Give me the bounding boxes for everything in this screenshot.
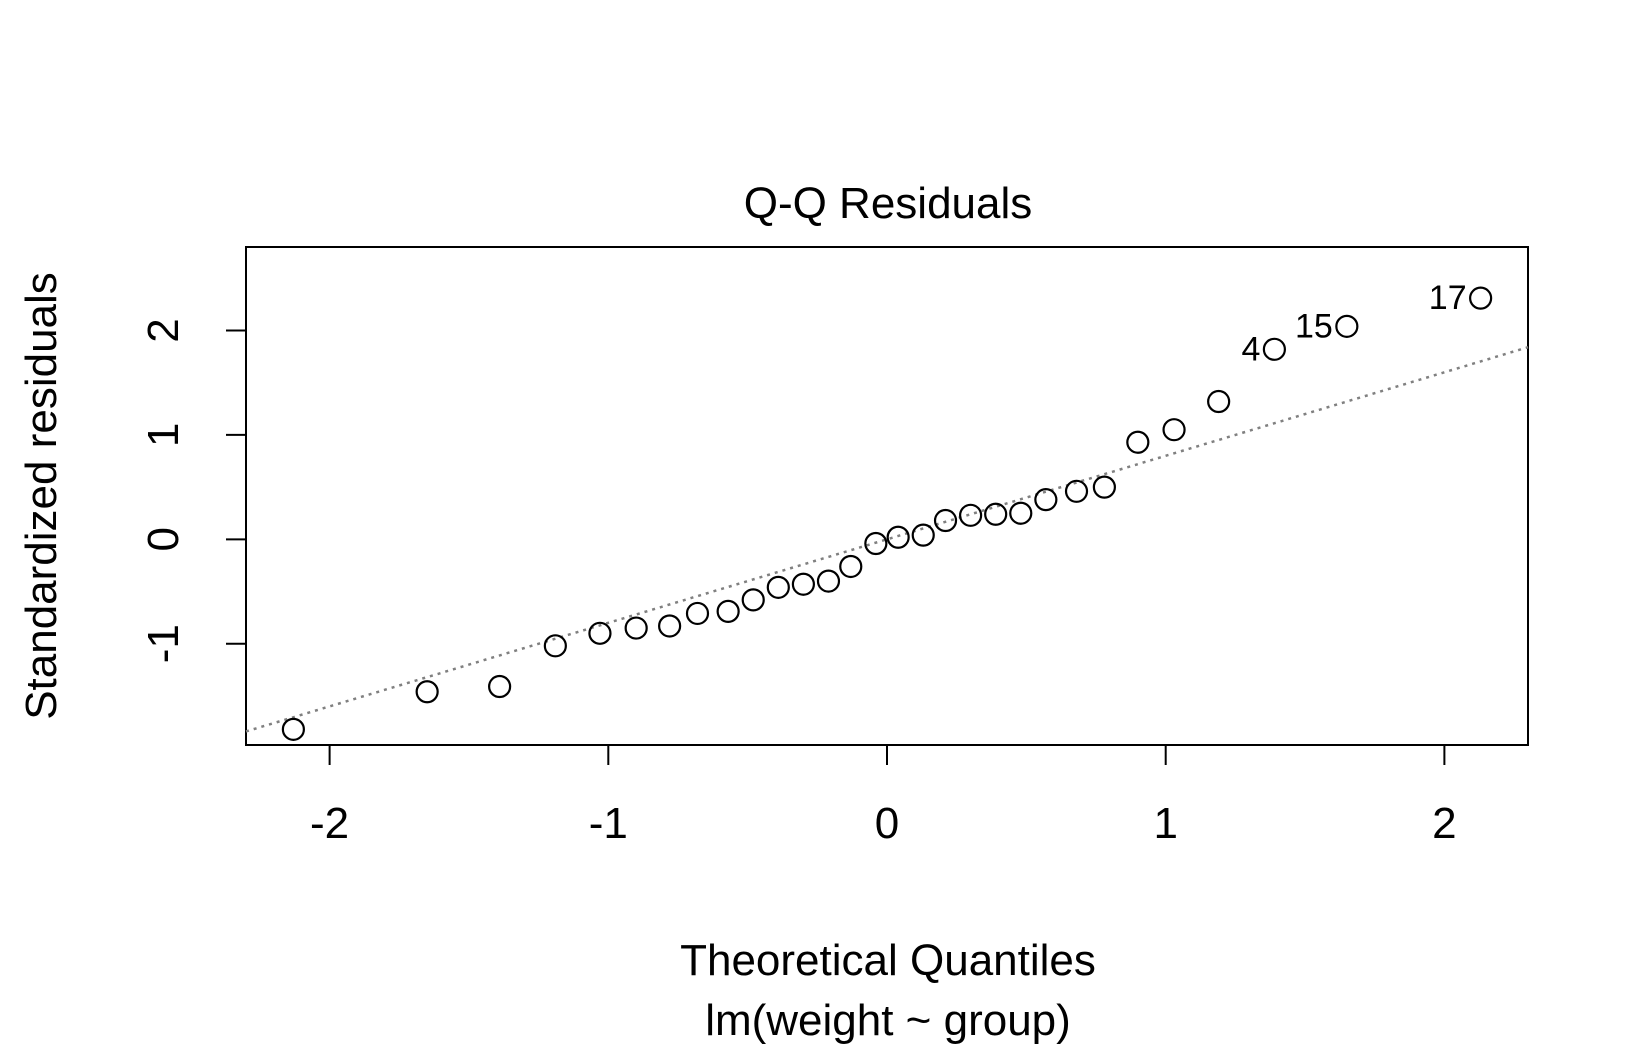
data-point — [685, 601, 710, 626]
chart-title: Q-Q Residuals — [744, 179, 1033, 228]
x-tick-label: 1 — [1153, 799, 1177, 848]
x-tick-label: 0 — [875, 799, 899, 848]
x-axis: -2 -1 0 1 2 — [310, 744, 1457, 848]
data-point — [1034, 488, 1058, 512]
point-label: 15 — [1295, 307, 1333, 345]
data-point — [1009, 501, 1033, 525]
data-point — [1162, 418, 1186, 442]
data-point — [959, 503, 983, 527]
data-point — [1207, 389, 1231, 414]
data-point — [839, 554, 863, 579]
y-tick-label: 1 — [139, 423, 188, 447]
data-point — [766, 575, 790, 599]
data-point — [741, 588, 765, 612]
data-point — [281, 717, 305, 741]
data-point — [716, 599, 740, 623]
data-point — [984, 502, 1008, 526]
data-point — [886, 525, 910, 549]
chart-subtitle: lm(weight ~ group) — [705, 996, 1071, 1045]
data-point — [543, 634, 567, 658]
data-point — [1064, 479, 1089, 503]
points-group: 4 15 17 — [281, 279, 1493, 741]
y-axis-title: Standardized residuals — [17, 272, 66, 720]
data-point — [1335, 314, 1359, 338]
data-point — [791, 572, 815, 596]
x-axis-title: Theoretical Quantiles — [680, 936, 1096, 985]
data-point — [624, 616, 648, 640]
y-tick-label: 2 — [139, 318, 188, 342]
data-point — [415, 680, 439, 704]
data-point — [1469, 286, 1493, 310]
data-point — [1262, 337, 1286, 361]
data-point — [488, 674, 512, 699]
data-point — [658, 614, 682, 638]
x-tick-label: 2 — [1432, 799, 1456, 848]
data-point — [911, 523, 935, 547]
y-tick-label: -1 — [139, 624, 188, 663]
data-point — [933, 508, 958, 533]
y-axis: -1 0 1 2 — [139, 318, 247, 663]
x-tick-label: -2 — [310, 799, 349, 848]
plot-frame — [245, 246, 1529, 746]
data-point — [816, 569, 841, 593]
data-point — [864, 531, 888, 556]
y-tick-label: 0 — [139, 527, 188, 551]
point-label: 17 — [1429, 279, 1467, 317]
data-point — [1126, 430, 1150, 454]
x-tick-label: -1 — [589, 799, 628, 848]
data-point — [1092, 475, 1116, 499]
data-point — [588, 621, 612, 645]
point-label: 4 — [1241, 330, 1260, 368]
